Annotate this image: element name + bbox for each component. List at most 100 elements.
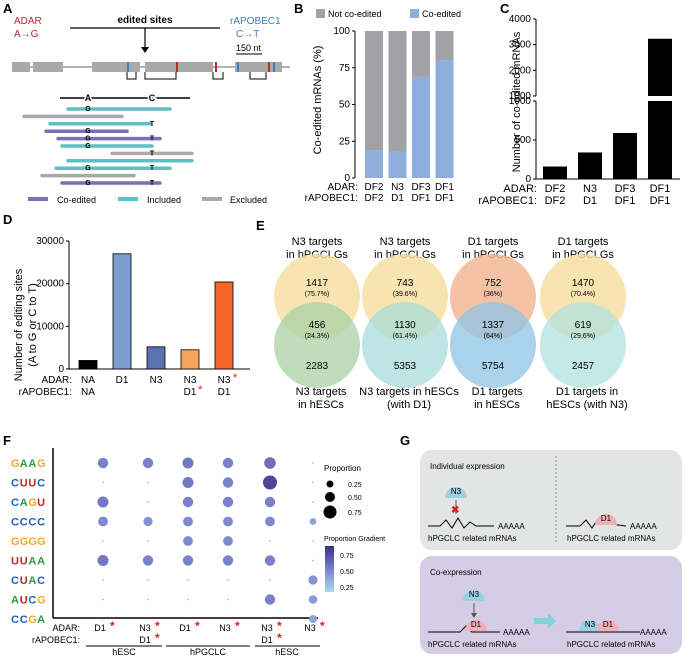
f-empty-dot bbox=[312, 481, 314, 484]
f-motif-letter: C bbox=[11, 497, 19, 509]
read-g-label: G bbox=[85, 180, 91, 187]
g-polya: AAAAA bbox=[640, 628, 667, 637]
f-dot bbox=[97, 496, 109, 508]
d-ytick-label: 20000 bbox=[36, 279, 64, 290]
f-row-label-rapobec: rAPOBEC1: bbox=[32, 635, 80, 645]
f-size-legend-dot bbox=[325, 492, 335, 502]
e-top-label: N3 targets bbox=[380, 236, 431, 248]
d-ylabel: Number of editing sites bbox=[13, 268, 25, 381]
f-dot bbox=[182, 477, 194, 488]
f-xlabel-rapobec: D1 bbox=[261, 635, 273, 645]
f-empty-dot bbox=[227, 618, 229, 620]
f-dot bbox=[309, 615, 317, 623]
f-xlabel-adar: D1 bbox=[179, 623, 191, 633]
f-motif-letter: A bbox=[20, 458, 28, 470]
e-pct-mid: (61.4%) bbox=[393, 333, 418, 340]
e-bottom-label: N3 targets bbox=[296, 386, 347, 398]
f-size-legend-dot bbox=[326, 480, 334, 488]
e-venn-bottom-circle bbox=[274, 302, 360, 388]
d1-protein-shape bbox=[465, 620, 487, 631]
f-empty-dot bbox=[147, 598, 149, 601]
d-star: * bbox=[233, 372, 238, 384]
e-bottom-label2: (with D1) bbox=[387, 399, 431, 411]
c-bar bbox=[543, 166, 567, 179]
panel-label-e: E bbox=[256, 218, 265, 233]
legend-included-label: Included bbox=[147, 195, 181, 205]
edit-site-c bbox=[127, 62, 129, 72]
f-motif-letter: U bbox=[37, 497, 45, 509]
rapobec-label: rAPOBEC1 bbox=[230, 16, 281, 27]
d-xlabel-adar: NA bbox=[81, 375, 95, 386]
e-pct-top: (70.4%) bbox=[571, 291, 596, 298]
b-xlabel-rapobec: D1 bbox=[391, 193, 404, 204]
f-size-legend-title: Proportion bbox=[324, 464, 361, 473]
f-dot bbox=[182, 496, 194, 508]
f-motif-letter: G bbox=[37, 595, 46, 607]
e-pct-mid: (29.6%) bbox=[571, 333, 596, 340]
f-motif-letter: C bbox=[11, 478, 19, 490]
f-dot bbox=[222, 457, 234, 469]
panel-label-f: F bbox=[3, 433, 11, 448]
d1-protein-label: D1 bbox=[471, 620, 482, 629]
d1-protein-shape bbox=[597, 620, 619, 631]
panel-b: B Not co-edited Co-edited Co-edited mRNA… bbox=[294, 1, 461, 204]
f-dot bbox=[142, 555, 154, 566]
c-xlabel-adar: DF1 bbox=[650, 183, 671, 195]
f-motif-letter: U bbox=[20, 478, 28, 490]
e-bottom-label2: in hESCs bbox=[298, 399, 344, 411]
f-empty-dot bbox=[187, 598, 189, 601]
e-pct-mid: (64%) bbox=[484, 333, 503, 340]
g-mrna-label: hPGCLC related mRNAs bbox=[428, 640, 516, 649]
f-dot bbox=[183, 536, 193, 546]
f-xlabel-adar: D1 bbox=[94, 623, 106, 633]
g-mrna-label: hPGCLC related mRNAs bbox=[428, 534, 516, 543]
f-size-legend-label: 0.25 bbox=[348, 482, 362, 489]
c-ylabel: Number of co-edited mRNAs bbox=[511, 31, 523, 172]
adar-label: ADAR bbox=[14, 16, 42, 27]
c-bar bbox=[613, 132, 637, 179]
f-size-legend-label: 0.50 bbox=[348, 495, 362, 502]
e-bottom-label2: in hESCs bbox=[474, 399, 520, 411]
f-dot bbox=[308, 595, 318, 604]
d-bar bbox=[180, 349, 200, 370]
e-top-label: N3 targets bbox=[292, 236, 343, 248]
c-bar-high bbox=[648, 38, 672, 96]
f-xlabel-adar: N3 bbox=[261, 623, 273, 633]
junction bbox=[249, 72, 267, 80]
f-empty-dot bbox=[312, 559, 314, 562]
d-bar bbox=[214, 281, 234, 370]
n3-protein-shape bbox=[463, 590, 485, 601]
f-motif-letter: C bbox=[11, 614, 19, 626]
read-g-label: G bbox=[85, 106, 91, 113]
e-count-bottom: 5754 bbox=[482, 361, 505, 372]
edit-site-a bbox=[215, 62, 217, 72]
f-empty-dot bbox=[227, 579, 229, 581]
f-star: * bbox=[277, 619, 282, 633]
c-xlabel-rapobec: D1 bbox=[583, 195, 597, 207]
c-ytick-label: 1000 bbox=[509, 96, 532, 107]
f-motif-letter: C bbox=[37, 575, 45, 587]
f-motif-letter: U bbox=[11, 556, 19, 568]
f-group-label: hESC bbox=[275, 647, 299, 657]
edited-sites-label: edited sites bbox=[117, 15, 172, 26]
site-a-label: A bbox=[85, 93, 92, 103]
c-xlabel-adar: DF3 bbox=[615, 183, 636, 195]
n3-protein-label: N3 bbox=[469, 590, 480, 599]
read-t-label: T bbox=[150, 136, 155, 143]
legend-co-edited-label: Co-edited bbox=[57, 195, 96, 205]
d-star: * bbox=[198, 384, 203, 396]
exon bbox=[33, 62, 63, 72]
n3-protein-shape bbox=[445, 487, 467, 498]
d-xlabel-adar: N3 bbox=[218, 375, 231, 386]
f-motif-letter: C bbox=[37, 478, 45, 490]
f-motif-letter: A bbox=[28, 575, 36, 587]
e-pct-top: (75.7%) bbox=[305, 291, 330, 298]
f-motif-letter: C bbox=[28, 517, 36, 529]
f-gradient-legend-bar bbox=[325, 546, 334, 592]
panel-label-d: D bbox=[3, 212, 12, 227]
b-chart: 0255075100DF2DF2N3D1DF3DF1DF1DF1ADAR:rAP… bbox=[305, 26, 455, 204]
b-legend-not-swatch bbox=[316, 9, 325, 18]
f-xlabel-adar: N3 bbox=[304, 623, 316, 633]
edit-site-a bbox=[176, 62, 178, 72]
